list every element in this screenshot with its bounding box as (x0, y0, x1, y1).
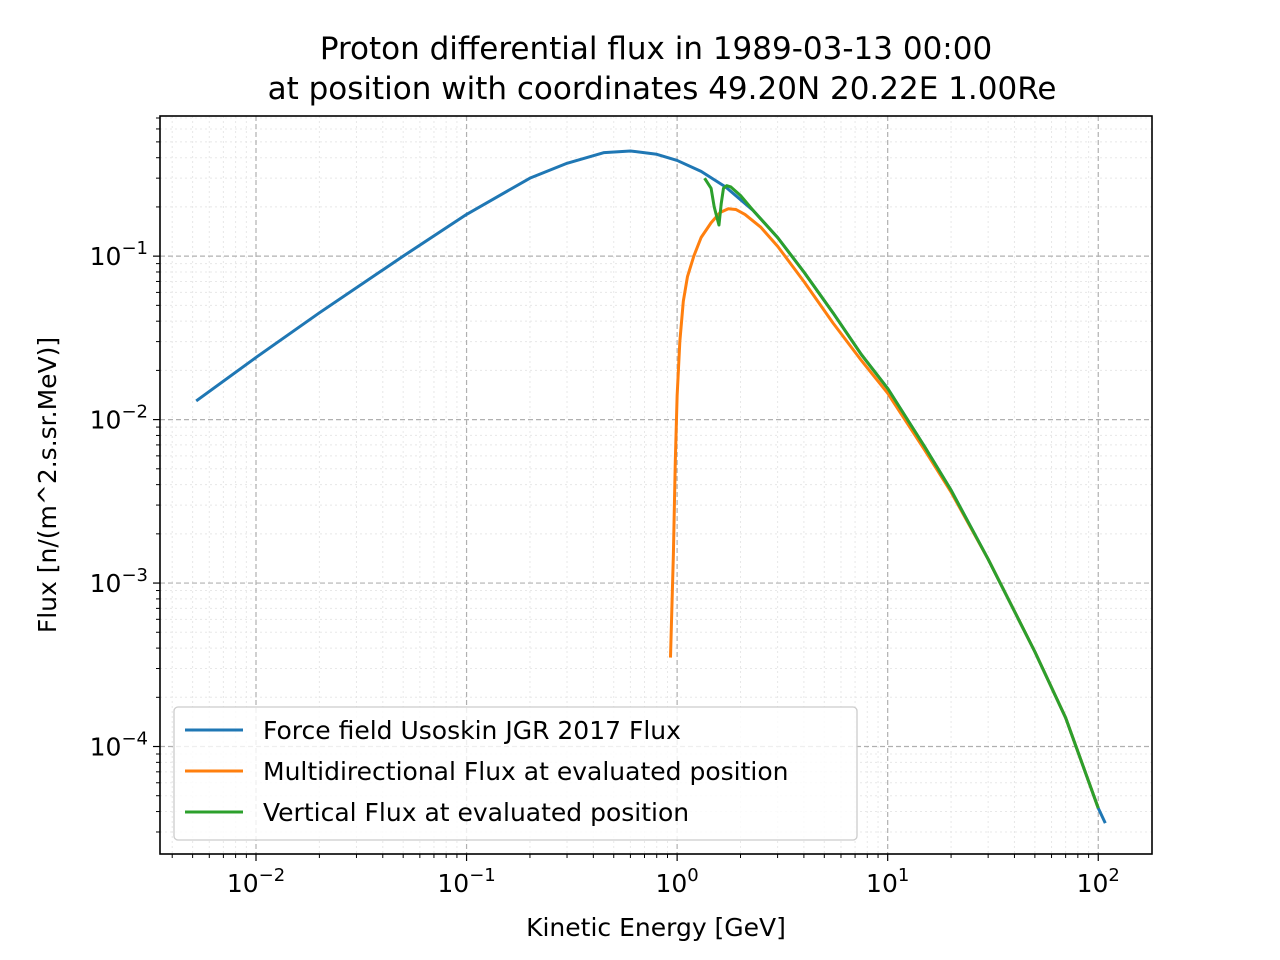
x-tick-label: 102 (1077, 865, 1120, 898)
legend: Force field Usoskin JGR 2017 Flux Multid… (173, 706, 858, 841)
legend-label-force-field: Force field Usoskin JGR 2017 Flux (263, 716, 681, 745)
x-tick-label: 100 (655, 865, 698, 898)
y-axis-label: Flux [n/(m^2.s.sr.MeV)] (33, 337, 62, 633)
series-layer (195, 149, 1107, 824)
y-tick-label: 10−3 (90, 565, 148, 598)
legend-label-multidirectional: Multidirectional Flux at evaluated posit… (263, 757, 789, 786)
chart-title-line2: at position with coordinates 49.20N 20.2… (268, 71, 1057, 107)
series-line-vertical (703, 177, 1100, 809)
legend-label-vertical: Vertical Flux at evaluated position (263, 798, 689, 827)
x-tick-label: 10−1 (437, 865, 495, 898)
legend-box (173, 706, 858, 841)
y-tick-label: 10−2 (90, 402, 148, 435)
chart-title-line1: Proton differential flux in 1989-03-13 0… (320, 31, 992, 67)
y-tick-label: 10−1 (90, 238, 148, 271)
ticks-layer (153, 117, 1099, 861)
x-tick-label: 101 (866, 865, 909, 898)
x-axis-label: Kinetic Energy [GeV] (526, 913, 786, 942)
y-tick-label: 10−4 (90, 729, 148, 762)
x-tick-label: 10−2 (227, 865, 285, 898)
